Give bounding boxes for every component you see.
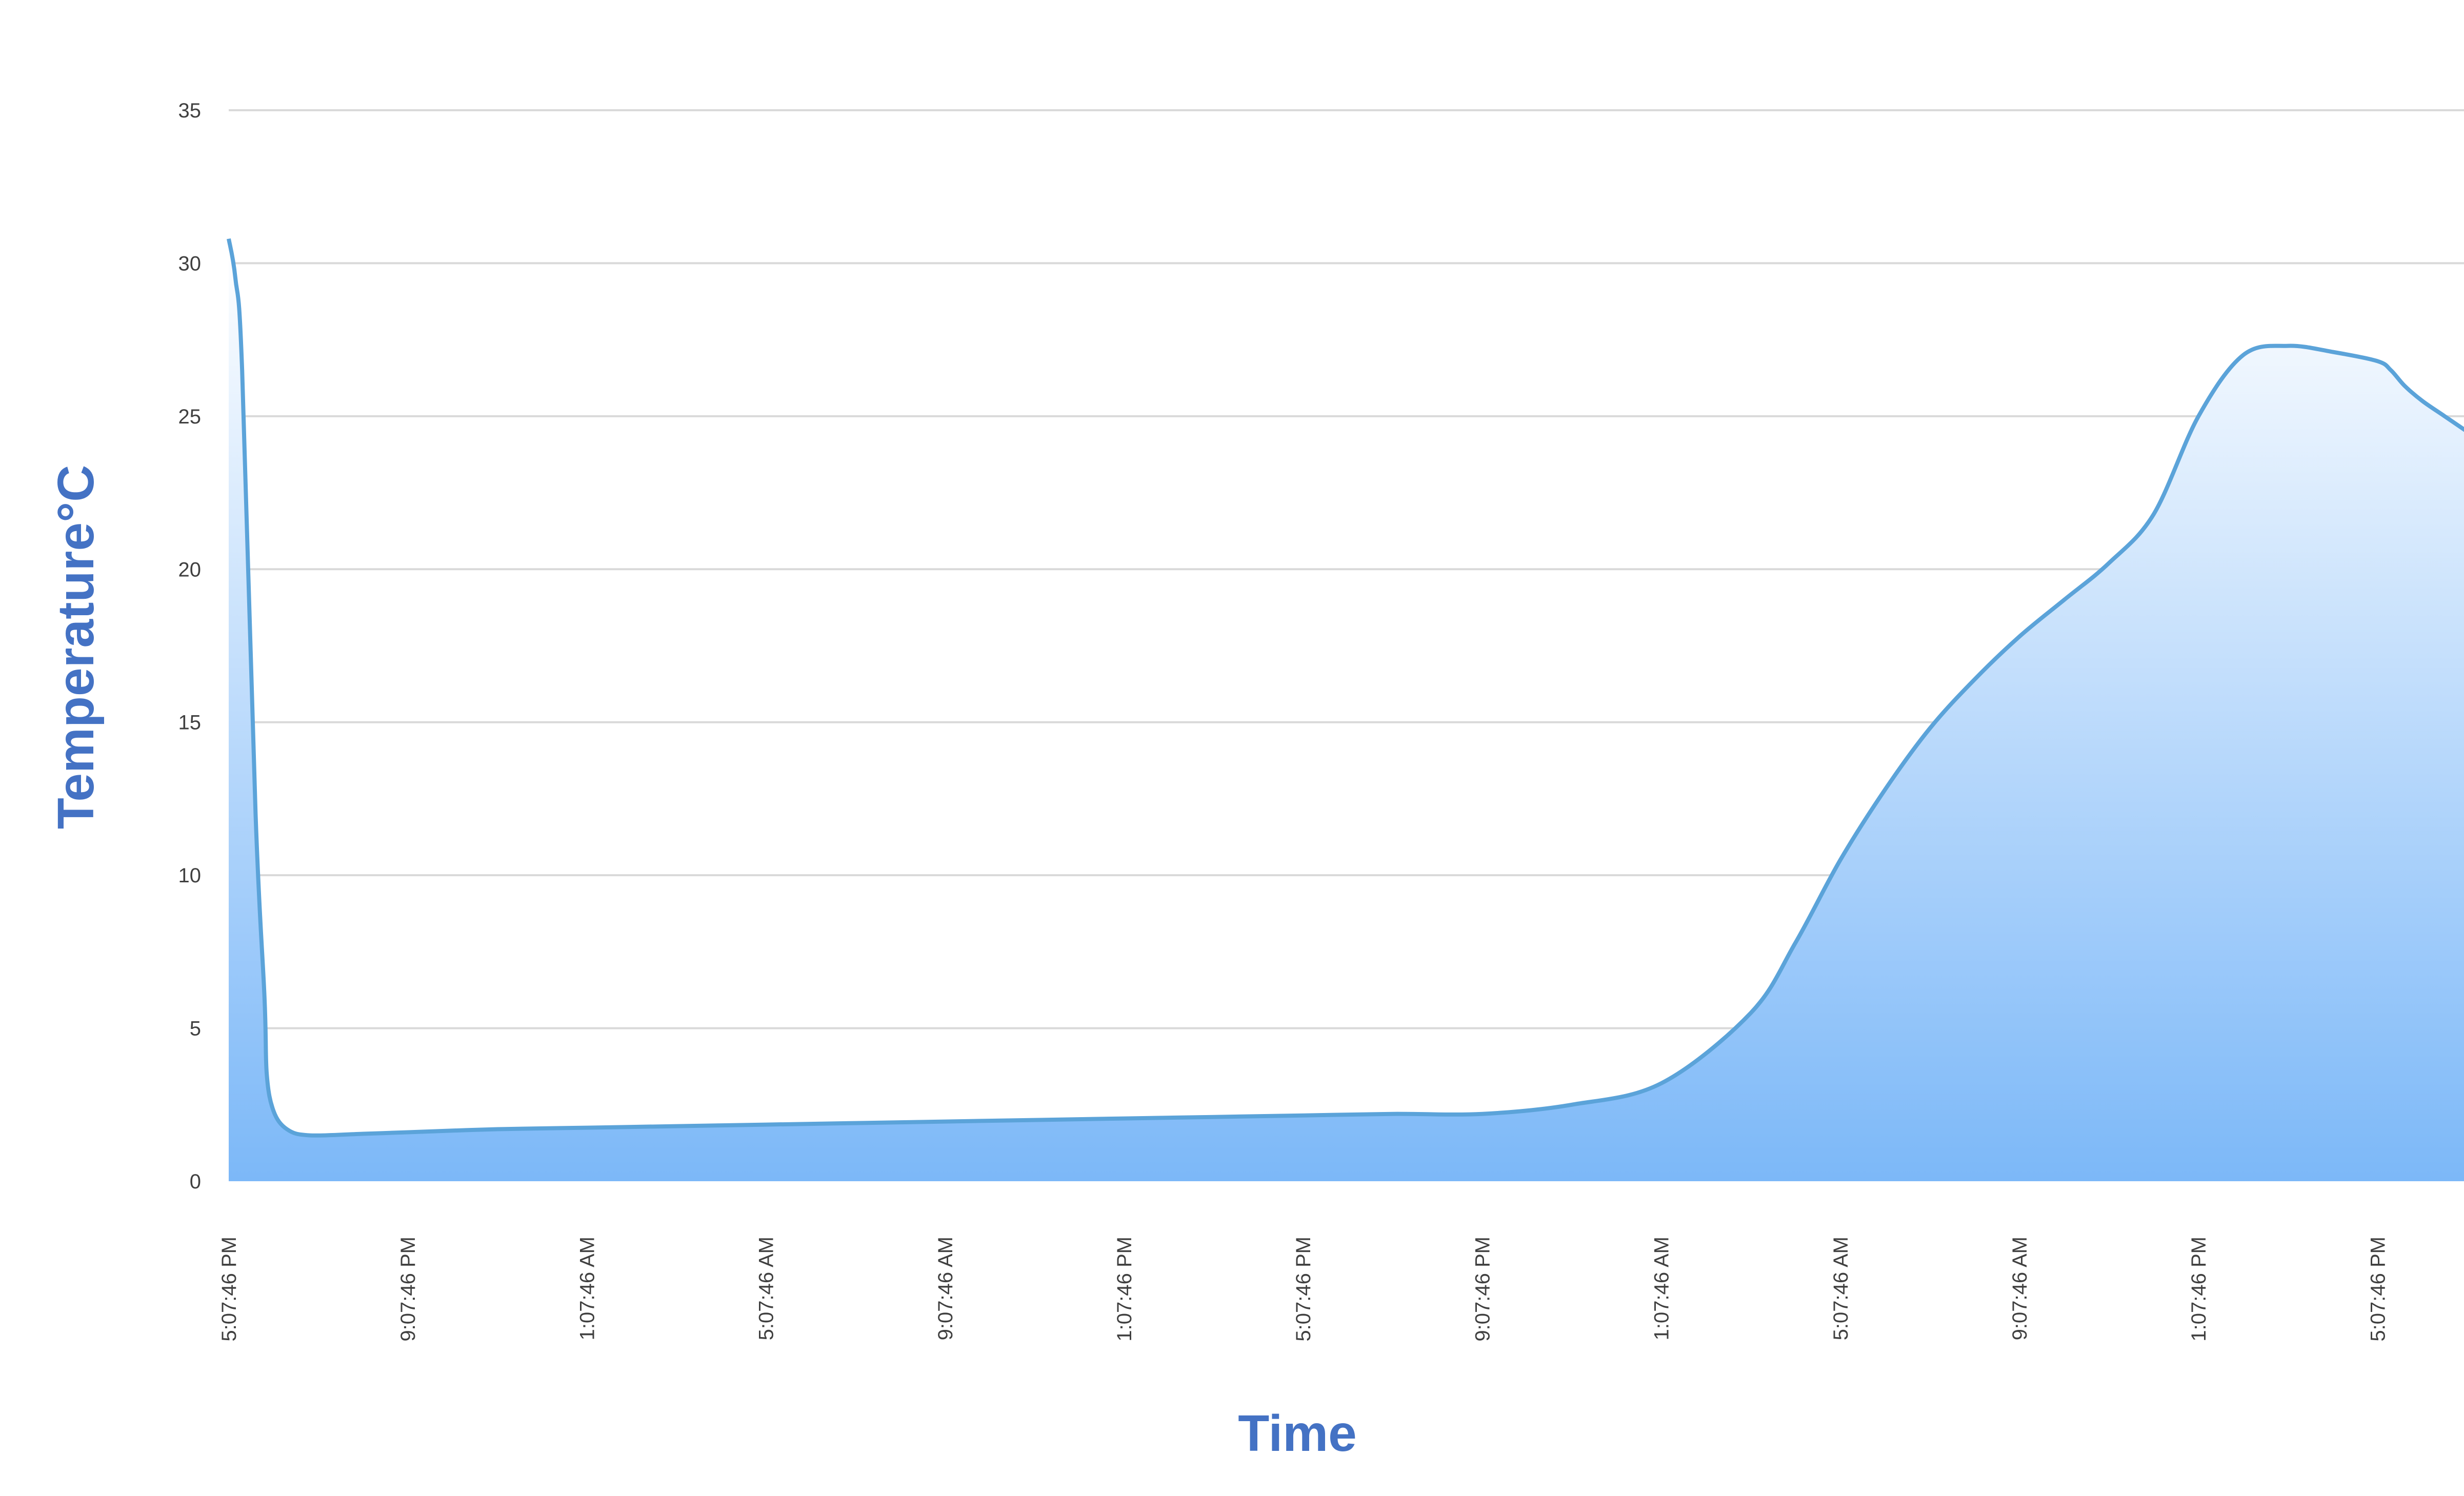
x-tick-label: 1:07:46 AM: [1651, 1237, 1673, 1340]
x-tick-label: 9:07:46 PM: [397, 1237, 419, 1342]
x-tick-label: 1:07:46 PM: [1113, 1237, 1136, 1342]
y-tick-label: 15: [178, 712, 202, 734]
y-axis-ticks: 0 5 10 15 20 25 30 35: [178, 99, 202, 1193]
x-tick-label: 1:07:46 AM: [576, 1237, 598, 1340]
x-tick-label: 9:07:46 PM: [1471, 1237, 1494, 1342]
series-line: [227, 238, 2464, 1138]
y-tick-label: 25: [178, 406, 202, 428]
y-tick-label: 0: [190, 1170, 201, 1193]
x-axis-ticks: 5:07:46 PM 9:07:46 PM 1:07:46 AM 5:07:46 AM…: [218, 1237, 2389, 1342]
x-axis-title: Time: [1238, 1405, 1357, 1462]
series-temperature: [227, 238, 2464, 1181]
y-tick-label: 20: [178, 558, 202, 581]
y-tick-label: 5: [190, 1018, 201, 1040]
x-tick-label: 5:07:46 PM: [218, 1237, 241, 1342]
x-tick-label: 5:07:46 PM: [2367, 1237, 2389, 1342]
gridlines: [229, 109, 2464, 1029]
x-tick-label: 5:07:46 AM: [755, 1237, 778, 1340]
x-tick-label: 1:07:46 PM: [2188, 1237, 2210, 1342]
x-tick-label: 5:07:46 PM: [1292, 1237, 1315, 1342]
x-tick-label: 9:07:46 AM: [2009, 1237, 2031, 1340]
y-tick-label: 35: [178, 99, 202, 122]
x-tick-label: 9:07:46 AM: [934, 1237, 957, 1340]
y-axis-title: Temperature°C: [47, 465, 105, 830]
area-fill: [229, 238, 2464, 1181]
x-tick-label: 5:07:46 AM: [1830, 1237, 1852, 1340]
y-tick-label: 30: [178, 252, 202, 275]
y-tick-label: 10: [178, 864, 202, 887]
